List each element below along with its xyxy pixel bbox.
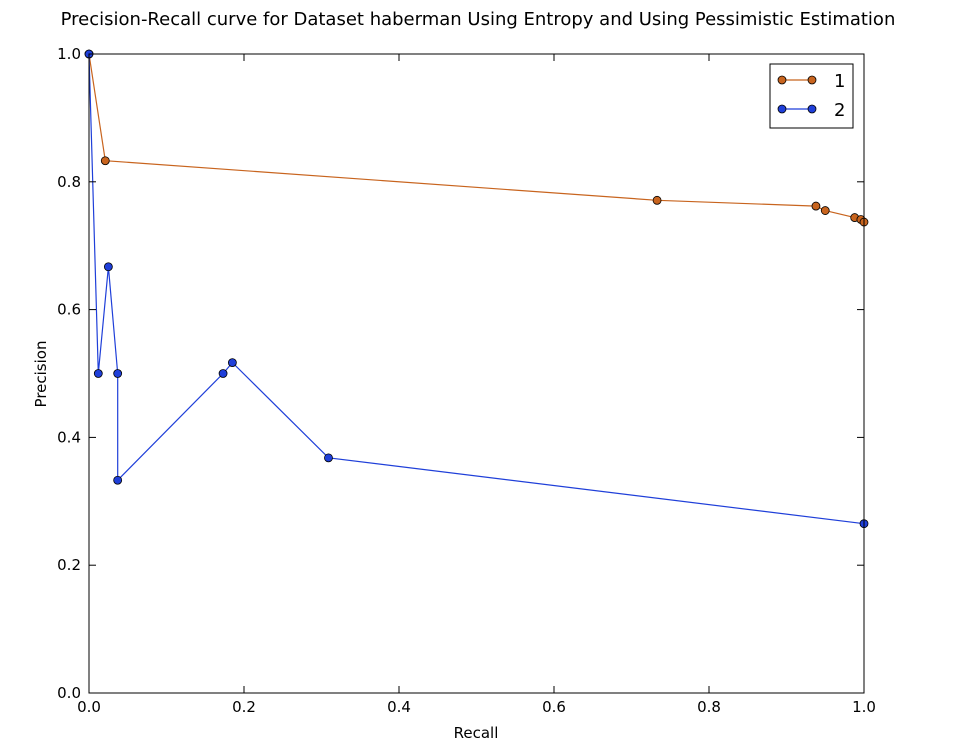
series-1-point	[820, 206, 830, 215]
axis-ticks: 0.0 0.2 0.4 0.6 0.8 1.0 0.0 0.2 0.4 0.6 0.8 1.0	[57, 45, 876, 716]
legend-marker-2	[807, 104, 817, 114]
x-axis-label: Recall	[454, 724, 499, 742]
series-1-point	[652, 195, 662, 205]
series-2-point	[218, 369, 228, 378]
series-2-point	[324, 453, 333, 463]
y-tick-label: 0.8	[57, 173, 81, 191]
legend: 12	[769, 63, 854, 129]
series-2-point	[103, 262, 113, 272]
series-2-point	[113, 369, 123, 378]
series-2-point	[227, 358, 237, 368]
plot-area	[84, 49, 869, 529]
y-tick-label: 1.0	[57, 45, 81, 63]
x-tick-label: 0.2	[232, 698, 256, 716]
x-tick-label: 1.0	[852, 698, 876, 716]
y-axis-label: Precision	[32, 341, 50, 408]
legend-marker-2	[777, 104, 787, 114]
legend-marker-1	[807, 75, 817, 85]
x-tick-label: 0.6	[542, 698, 566, 716]
series-2	[84, 49, 869, 529]
y-tick-label: 0.2	[57, 556, 81, 574]
series-2-point	[113, 475, 123, 485]
y-tick-label: 0.0	[57, 684, 81, 702]
series-1-point	[100, 156, 110, 166]
legend-label-2: 2	[834, 100, 845, 121]
legend-entries: 12	[777, 71, 845, 121]
plot-frame	[88, 53, 865, 694]
legend-label-1: 1	[834, 71, 845, 92]
series-1-point	[811, 201, 821, 211]
x-tick-label: 0.0	[77, 698, 101, 716]
series-2-line	[88, 53, 865, 525]
series-1	[84, 49, 869, 227]
series-2-point	[93, 369, 103, 378]
chart-title: Precision-Recall curve for Dataset haber…	[61, 9, 896, 30]
x-tick-label: 0.4	[387, 698, 411, 716]
legend-box	[769, 63, 854, 129]
x-tick-label: 0.8	[697, 698, 721, 716]
series-1-line	[88, 53, 865, 223]
y-tick-label: 0.4	[57, 428, 81, 446]
legend-marker-1	[777, 75, 787, 85]
y-tick-label: 0.6	[57, 301, 81, 319]
